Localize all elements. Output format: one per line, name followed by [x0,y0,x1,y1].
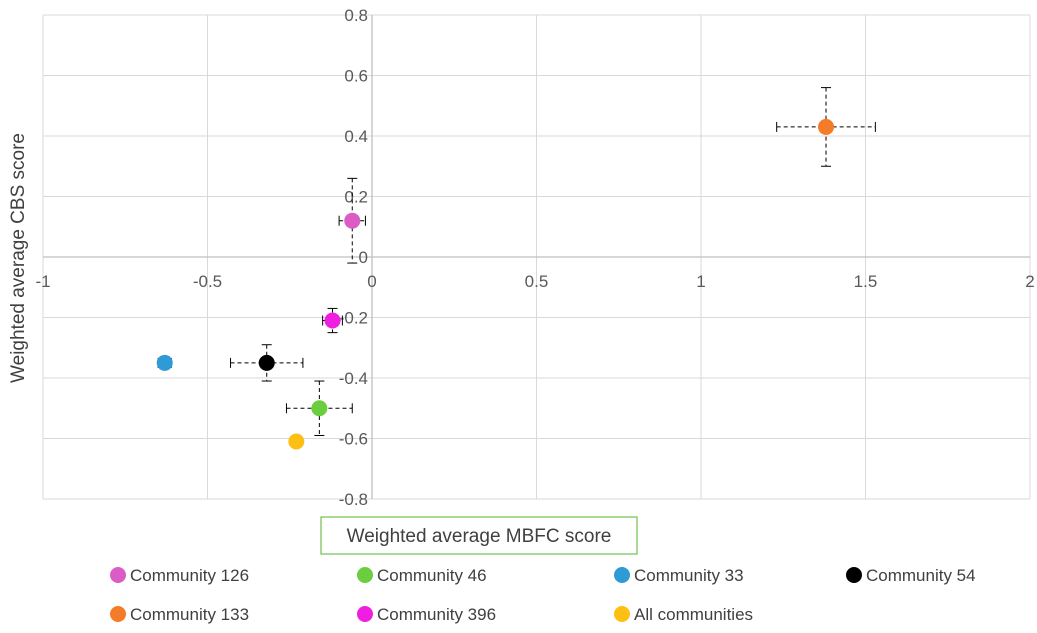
error-bars-layer [157,87,876,436]
legend-marker [357,567,373,583]
y-tick-label: -0.6 [339,430,368,449]
y-tick-label: 0.4 [344,127,368,146]
y-tick-label: 0 [359,248,368,267]
data-point [156,354,173,371]
x-tick-label: -1 [35,272,50,291]
x-axis-title-box [320,516,638,555]
legend-label: All communities [634,605,753,624]
x-tick-label: 1.5 [854,272,878,291]
y-tick-label: 0.8 [344,6,368,25]
data-point [324,312,341,329]
y-tick-label: -0.4 [339,369,368,388]
x-tick-label: 1 [696,272,705,291]
data-point [311,400,328,417]
y-tick-label: 0.2 [344,188,368,207]
data-point [344,212,361,229]
legend-label: Community 396 [377,605,496,624]
tick-labels-layer: -1 -0.5 0 0.5 1 1.5 2 0.8 0.6 0.4 0.2 0 -0.2 -0.4 -0.6… [35,6,1034,509]
legend-marker [846,567,862,583]
data-points-layer [156,118,835,450]
data-point [818,118,835,135]
legend-marker [357,606,373,622]
y-tick-label: -0.2 [339,309,368,328]
x-axis-title: Weighted average MBFC score [347,526,612,547]
y-tick-label: -0.8 [339,490,368,509]
legend-marker [614,567,630,583]
data-point [288,433,305,450]
legend-label: Community 46 [377,566,487,585]
axes-layer [43,15,1030,499]
x-tick-label: -0.5 [193,272,222,291]
y-tick-label: 0.6 [344,67,368,86]
x-tick-label: 0 [367,272,376,291]
data-point [258,354,275,371]
legend-marker [110,567,126,583]
y-axis-title: Weighted average CBS score [8,133,29,383]
x-tick-label: 2 [1025,272,1034,291]
legend-marker [614,606,630,622]
legend-marker [110,606,126,622]
legend-label: Community 126 [130,566,249,585]
legend-label: Community 133 [130,605,249,624]
legend-label: Community 33 [634,566,744,585]
legend-label: Community 54 [866,566,976,585]
x-tick-label: 0.5 [525,272,549,291]
legend: Community 126 Community 46 Community 33 Com… [110,566,976,624]
